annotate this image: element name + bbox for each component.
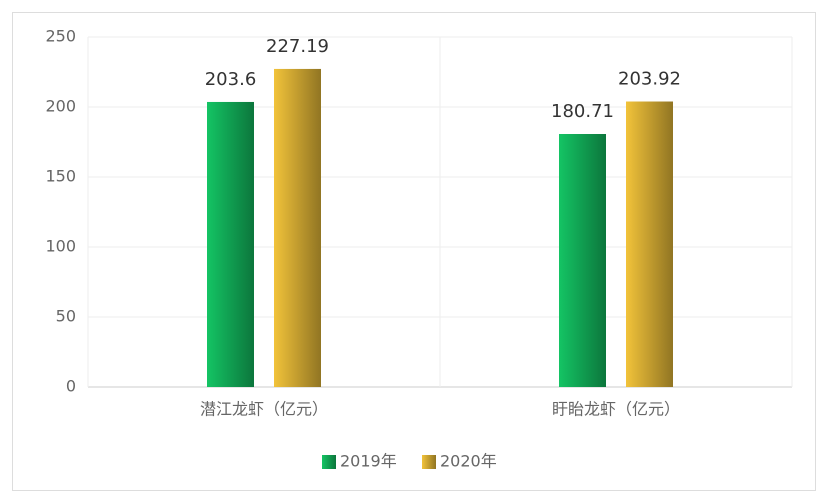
legend-swatch xyxy=(422,455,436,469)
data-label: 180.71 xyxy=(551,101,614,122)
legend-swatch xyxy=(322,455,336,469)
bar xyxy=(207,101,254,388)
bar xyxy=(626,101,673,388)
y-tick-label: 0 xyxy=(66,377,76,396)
data-label: 203.92 xyxy=(618,69,681,90)
y-tick-label: 150 xyxy=(45,167,76,186)
x-tick-label: 盱眙龙虾（亿元） xyxy=(552,400,680,419)
legend-label: 2019年 xyxy=(340,452,397,471)
bar xyxy=(559,134,606,387)
y-tick-label: 200 xyxy=(45,97,76,116)
bar xyxy=(274,68,321,388)
legend-label: 2020年 xyxy=(440,452,497,471)
data-label: 227.19 xyxy=(266,36,329,57)
chart-border xyxy=(12,12,816,491)
y-tick-label: 50 xyxy=(56,307,76,326)
data-label: 203.6 xyxy=(205,69,257,90)
x-tick-label: 潜江龙虾（亿元） xyxy=(200,400,328,419)
y-tick-label: 250 xyxy=(45,27,76,46)
y-tick-label: 100 xyxy=(45,237,76,256)
